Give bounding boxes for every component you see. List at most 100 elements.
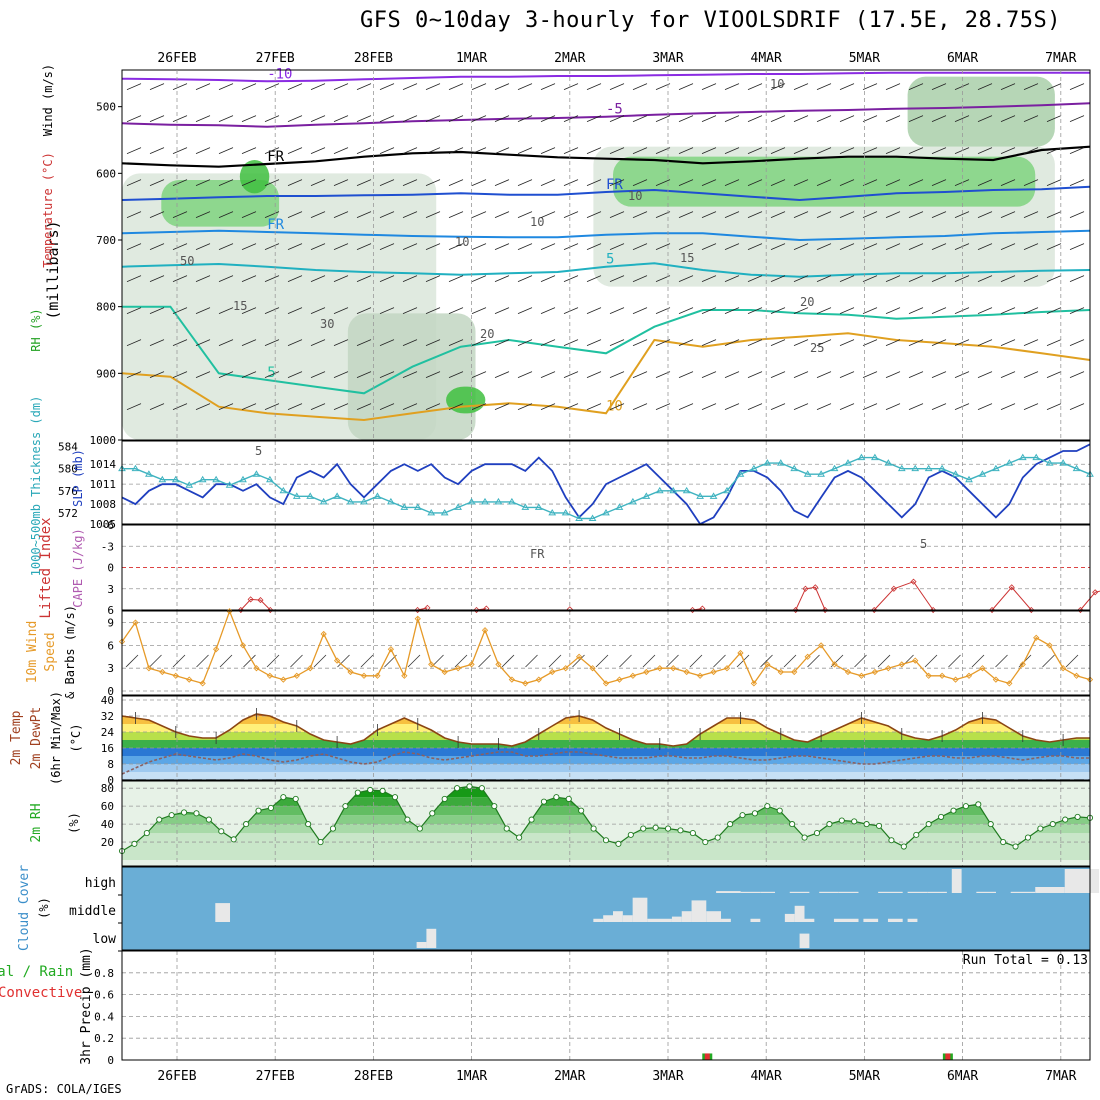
wind-barb bbox=[770, 339, 786, 347]
wind-barb bbox=[172, 243, 188, 251]
wind-barb bbox=[839, 371, 855, 379]
wind-barb bbox=[977, 275, 993, 283]
wind-barb bbox=[1000, 83, 1016, 91]
wind-barb bbox=[540, 307, 556, 315]
date-label-top: 26FEB bbox=[157, 51, 196, 66]
wind-barb bbox=[402, 339, 418, 347]
date-label-bottom: 26FEB bbox=[157, 1069, 196, 1084]
surface-wind-barb bbox=[736, 654, 750, 668]
wind-barb bbox=[471, 179, 487, 187]
wind-barb bbox=[655, 403, 671, 411]
wind-barb bbox=[563, 179, 579, 187]
wind-speed-marker bbox=[226, 608, 233, 615]
cloud-level-label: low bbox=[93, 932, 117, 947]
wind-speed-marker bbox=[750, 680, 758, 687]
wind-barb bbox=[1046, 179, 1062, 187]
wind-barb bbox=[218, 403, 234, 411]
wind-barb bbox=[586, 83, 602, 91]
wind-barb bbox=[218, 211, 234, 219]
thickness-marker bbox=[817, 470, 825, 477]
wind-barb bbox=[172, 403, 188, 411]
surface-wind-barb bbox=[172, 654, 186, 668]
cloud-middle-block bbox=[622, 915, 633, 922]
wind-barb bbox=[1069, 403, 1085, 411]
wind-barb bbox=[126, 211, 142, 219]
wind-barb bbox=[563, 147, 579, 155]
thickness-marker bbox=[454, 503, 462, 510]
wind-barb bbox=[1069, 211, 1085, 219]
wind-barb bbox=[218, 307, 234, 315]
wind-barb bbox=[1046, 307, 1062, 315]
rh-marker bbox=[739, 812, 746, 819]
wind-barb bbox=[195, 403, 211, 411]
cloud-middle-block bbox=[603, 915, 613, 922]
wind-barb bbox=[793, 115, 809, 123]
cloud-label-a: Cloud Cover bbox=[17, 865, 32, 951]
wind-barb bbox=[701, 403, 717, 411]
wind-barb bbox=[126, 243, 142, 251]
wind-barb bbox=[632, 339, 648, 347]
wind-barb bbox=[287, 275, 303, 283]
wind-barb bbox=[862, 403, 878, 411]
wind-barb bbox=[1023, 339, 1039, 347]
thickness-marker bbox=[830, 464, 839, 472]
thickness-marker bbox=[602, 508, 610, 516]
slp-axis-label: SLP (mb) bbox=[71, 449, 85, 507]
wind-barb bbox=[816, 371, 832, 379]
rh-marker bbox=[156, 816, 163, 823]
wind-barb bbox=[149, 179, 165, 187]
wind-barb bbox=[310, 179, 326, 187]
wind-barb bbox=[885, 243, 901, 251]
rh-marker bbox=[516, 834, 523, 841]
wind-barb bbox=[1046, 147, 1062, 155]
thickness-marker bbox=[292, 492, 301, 499]
wind-barb bbox=[563, 83, 579, 91]
wind-speed-marker bbox=[723, 665, 731, 672]
wind-barb bbox=[1023, 403, 1039, 411]
wind-barb bbox=[241, 83, 257, 91]
precip-label-total: Total / Rain bbox=[0, 964, 73, 980]
wind-barb bbox=[494, 211, 510, 219]
rh-marker bbox=[1012, 843, 1019, 850]
wind-barb bbox=[1069, 243, 1085, 251]
thickness-marker bbox=[333, 492, 341, 499]
rh-marker bbox=[813, 830, 821, 837]
thickness-marker bbox=[494, 497, 503, 505]
slp-tick-label: 1014 bbox=[90, 458, 117, 471]
date-label-top: 5MAR bbox=[849, 51, 880, 66]
wind-barb bbox=[954, 83, 970, 91]
wind-barb bbox=[126, 275, 142, 283]
wind-barb bbox=[1000, 211, 1016, 219]
wind-barb bbox=[425, 339, 441, 347]
wind-barb bbox=[494, 275, 510, 283]
wind-barb bbox=[701, 243, 717, 251]
wind-barb bbox=[379, 83, 395, 91]
temp-tick-label: 32 bbox=[101, 710, 114, 723]
rh-zone bbox=[446, 386, 486, 414]
wind-barb bbox=[862, 307, 878, 315]
wind-barb bbox=[793, 179, 809, 187]
wind-barb bbox=[586, 307, 602, 315]
li-marker bbox=[812, 584, 819, 591]
isotherm-10 bbox=[121, 229, 1091, 242]
wind-barb bbox=[241, 339, 257, 347]
wind-barb bbox=[793, 339, 809, 347]
rh-axis-label: RH (%) bbox=[29, 308, 43, 351]
precip-convective-bar bbox=[704, 1053, 710, 1060]
wind-barb bbox=[793, 371, 809, 379]
wind-speed-marker bbox=[1006, 680, 1013, 687]
thickness-marker bbox=[1032, 453, 1041, 461]
li-frame bbox=[121, 524, 1091, 611]
wind-barb bbox=[356, 371, 372, 379]
wind-barb bbox=[908, 403, 924, 411]
wind-barb bbox=[310, 83, 326, 91]
rh-marker bbox=[379, 787, 386, 794]
cloud-high-block bbox=[760, 891, 776, 893]
rh-marker bbox=[404, 816, 411, 823]
wind-speed-marker bbox=[710, 668, 717, 676]
wind-barb bbox=[149, 275, 165, 283]
wind-barb bbox=[678, 115, 694, 123]
wind-barb bbox=[540, 83, 556, 91]
wind-barb bbox=[172, 115, 188, 123]
